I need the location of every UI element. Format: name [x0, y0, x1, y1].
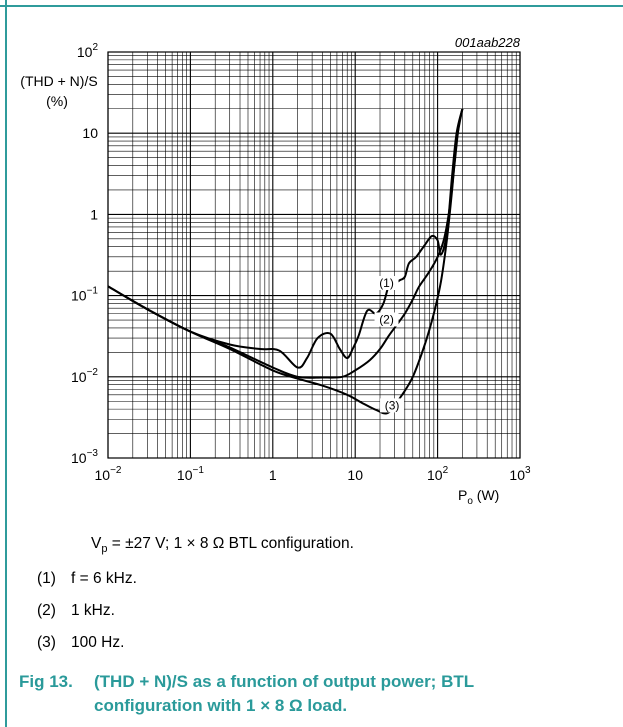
series-line-1 [107, 108, 464, 369]
x-tick-label: 1 [269, 467, 277, 483]
chart-caption: Vp = ±27 V; 1 × 8 Ω BTL configuration. [91, 535, 354, 556]
note-item: (1) f = 6 kHz. [37, 570, 137, 587]
series-labels: (1) (2) (3) [374, 276, 405, 413]
y-axis-label-line2: (%) [46, 93, 68, 109]
x-tick-label: 10−1 [177, 465, 204, 483]
notes-list: (1) f = 6 kHz. (2) 1 kHz. (3) 100 Hz. [37, 570, 137, 666]
series-label-bg [374, 312, 399, 327]
series-label-1: (1) [379, 276, 394, 290]
y-tick-labels: 10−3 10−2 10−1 1 10 102 [71, 42, 98, 466]
grid-major [107, 51, 521, 459]
series-label-bg [380, 398, 405, 413]
note-item: (3) 100 Hz. [37, 634, 125, 651]
series-line-3 [107, 108, 464, 415]
figure-title: Fig 13. (THD + N)/S as a function of outp… [19, 672, 475, 715]
x-tick-label: 102 [427, 465, 449, 483]
thd-chart: (1)(2)(3) 10−2 10−1 1 10 102 103 10−310−210−1… [20, 35, 532, 507]
y-tick-label: 102 [77, 42, 99, 60]
frame-left-rule [5, 0, 7, 727]
series-label-bg [374, 276, 399, 291]
plot-frame [107, 51, 521, 459]
x-tick-label: 10 [347, 467, 363, 483]
series-line-2 [107, 108, 464, 379]
y-tick-label: 10−1 [71, 286, 98, 304]
x-tick-labels: 10−2 10−1 1 10 102 103 [95, 465, 532, 483]
series-label-2: (2) [379, 312, 394, 326]
x-tick-label: 10−2 [95, 465, 122, 483]
note-item: (2) 1 kHz. [37, 602, 115, 619]
y-tick-label: 10 [82, 125, 98, 141]
series-label-3: (3) [385, 398, 400, 412]
frame-top-rule [0, 5, 623, 7]
grid-minor [108, 52, 520, 458]
y-tick-label: 10−2 [71, 367, 98, 385]
figure-id: 001aab228 [455, 35, 521, 50]
y-tick-label: 1 [90, 206, 98, 222]
y-tick-label: 10−3 [71, 448, 98, 466]
x-axis-label: Po (W) [458, 487, 499, 507]
series-layer [107, 108, 464, 415]
x-tick-label: 103 [509, 465, 531, 483]
y-axis-label-line1: (THD + N)/S [20, 73, 97, 89]
